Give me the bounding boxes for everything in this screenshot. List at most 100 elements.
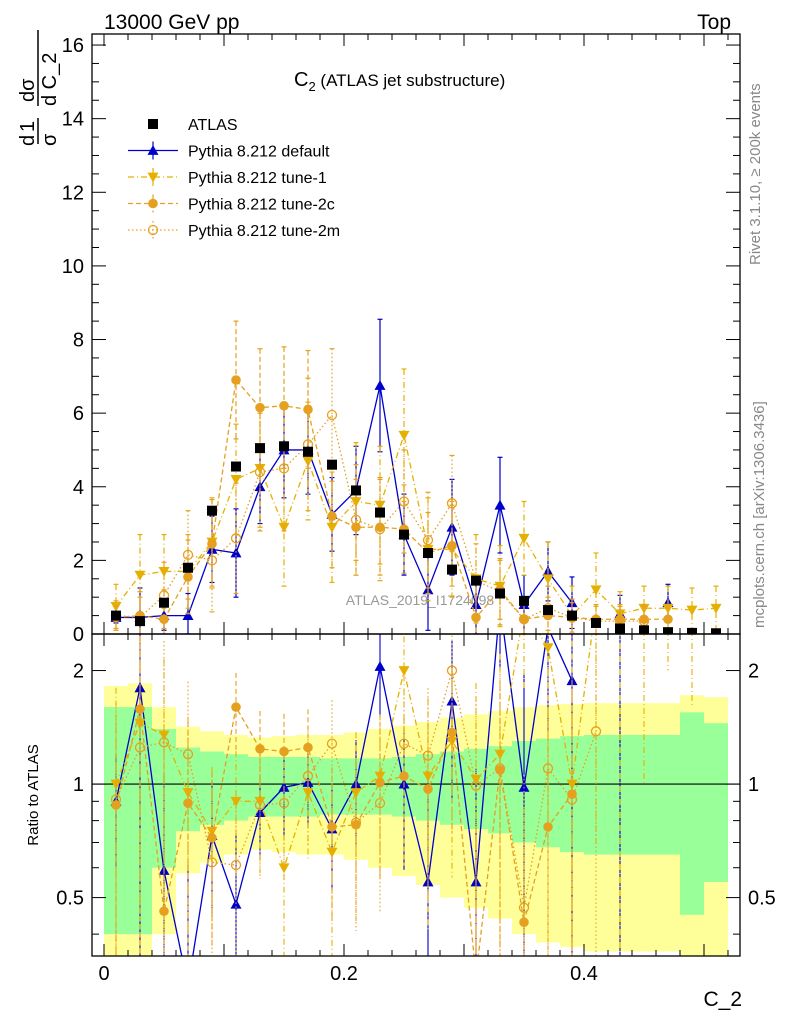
- series-main-2: [111, 320, 673, 634]
- ratio-point: [471, 971, 481, 981]
- series-point: [350, 514, 362, 526]
- ratio-point: [207, 833, 217, 843]
- ratio-point: [302, 770, 314, 782]
- series-point: [255, 402, 265, 413]
- ratio-point: [399, 771, 409, 781]
- ratio-point: [663, 347, 674, 357]
- main-ytick-label: 6: [73, 403, 84, 425]
- legend-label: Pythia 8.212 tune-2m: [188, 223, 340, 240]
- series-point: [398, 496, 410, 507]
- ratio-point: [230, 859, 242, 871]
- series-line: [115, 432, 717, 617]
- ratio-point: [327, 822, 337, 832]
- series-point: [710, 603, 722, 614]
- series-point: [518, 614, 530, 625]
- series-point: [374, 523, 386, 535]
- series-point: [663, 614, 673, 625]
- ylabel-d: d: [17, 135, 39, 146]
- series-point: [542, 574, 554, 585]
- ylabel-one: 1: [17, 121, 39, 132]
- ratio-point: [590, 726, 602, 737]
- legend-entry: ATLAS: [148, 117, 238, 134]
- series-point: [446, 498, 458, 509]
- band-stat-bin: [704, 723, 728, 882]
- data-point: [303, 446, 313, 457]
- xaxis-label: C_2: [703, 988, 742, 1011]
- ratio-point: [398, 738, 410, 749]
- ratio-point: [111, 800, 121, 810]
- series-point: [231, 375, 241, 385]
- series-point: [326, 409, 338, 421]
- legend-entry: Pythia 8.212 default: [128, 141, 330, 161]
- legend-entry: Pythia 8.212 tune-1: [128, 168, 327, 187]
- series-point: [183, 572, 193, 582]
- ratio-point: [566, 794, 578, 805]
- data-point: [327, 459, 337, 470]
- series-point: [422, 534, 434, 546]
- band-stat-bin: [680, 712, 704, 915]
- series-point: [326, 522, 338, 533]
- ratio-point: [350, 817, 362, 828]
- series-point: [182, 610, 194, 620]
- data-layer: [111, 441, 721, 634]
- series-ratio-3: [110, 634, 602, 956]
- ratio-point: [206, 857, 218, 868]
- ratio-point: [542, 643, 554, 654]
- series-point: [327, 511, 337, 522]
- ratio-point: [326, 738, 338, 749]
- ratio-point: [182, 749, 194, 760]
- ratio-point: [518, 781, 530, 792]
- data-point: [351, 485, 361, 496]
- series-point: [519, 614, 529, 625]
- data-point: [279, 441, 289, 452]
- ratio-point: [711, 197, 722, 207]
- series-point: [278, 522, 290, 533]
- legend-marker: [148, 198, 158, 209]
- data-point: [615, 623, 625, 634]
- legend-label: Pythia 8.212 tune-1: [188, 170, 327, 187]
- legend-marker: [147, 172, 159, 183]
- main-ylabel: d 1 σ dσ d C_2: [17, 30, 61, 146]
- series-point: [351, 522, 361, 533]
- data-main: [111, 441, 721, 634]
- ratio-line: [115, 705, 573, 956]
- data-point: [183, 562, 193, 573]
- ratio-ylabel: Ratio to ATLAS: [25, 744, 42, 845]
- ratio-ytick-label-right: 1: [748, 774, 759, 796]
- data-point: [687, 627, 697, 634]
- data-point: [519, 595, 529, 606]
- series-point: [686, 605, 698, 616]
- ratio-point: [518, 902, 530, 913]
- series-point: [518, 533, 530, 544]
- legend-entry: Pythia 8.212 tune-2m: [128, 221, 340, 240]
- ratio-point: [446, 665, 458, 676]
- data-point: [135, 616, 145, 627]
- ratio-point: [255, 744, 265, 754]
- ratio-point: [494, 763, 506, 774]
- ratio-point: [422, 750, 434, 761]
- series-point: [206, 555, 218, 566]
- data-point: [591, 617, 601, 628]
- legend-marker: [148, 119, 158, 129]
- legend-entry: Pythia 8.212 tune-2c: [128, 194, 335, 214]
- ratio-ytick-label-left: 2: [73, 661, 84, 683]
- legend-label: Pythia 8.212 default: [188, 144, 330, 161]
- data-point: [111, 610, 121, 621]
- ratio-point: [470, 780, 482, 791]
- ratio-point: [159, 906, 169, 917]
- ratio-point: [519, 917, 529, 928]
- ratio-point: [398, 666, 410, 677]
- series-point: [398, 430, 410, 441]
- site-label: mcplots.cern.ch [arXiv:1306.3436]: [751, 401, 768, 628]
- ratio-line: [115, 634, 593, 870]
- ratio-point: [230, 796, 242, 807]
- ratio-line: [115, 634, 573, 956]
- series-main-0: [110, 318, 674, 634]
- ratio-point: [158, 737, 170, 748]
- xtick-label: 0: [98, 963, 109, 985]
- ratio-ytick-label-left: 0.5: [56, 888, 84, 910]
- data-point: [471, 575, 481, 586]
- series-point: [182, 549, 194, 561]
- series-point: [254, 466, 266, 478]
- data-point: [711, 628, 721, 634]
